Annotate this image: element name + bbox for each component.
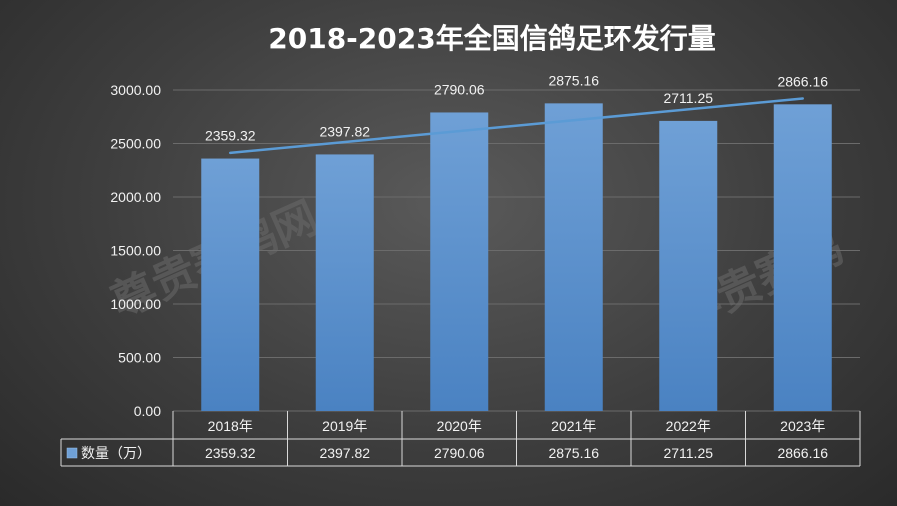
data-label: 2875.16 (548, 72, 599, 88)
legend-series-name: 数量（万） (81, 446, 151, 462)
bar (430, 112, 489, 412)
data-label: 2359.32 (205, 128, 256, 144)
x-tick-label: 2022年 (666, 418, 711, 434)
table-value-cell: 2397.82 (319, 445, 370, 461)
legend-swatch (66, 447, 78, 459)
data-label: 2711.25 (663, 90, 713, 106)
bar (544, 103, 603, 411)
table-value-cell: 2866.16 (777, 445, 828, 461)
y-tick-label: 0.00 (134, 403, 161, 419)
y-tick-label: 2000.00 (110, 189, 161, 205)
x-tick-label: 2023年 (780, 418, 825, 434)
trendline (229, 97, 804, 155)
chart-title: 2018-2023年全国信鸽足环发行量 (268, 22, 715, 55)
y-tick-label: 500.00 (118, 350, 161, 366)
bar (201, 158, 260, 411)
bar (315, 154, 374, 411)
table-value-cell: 2711.25 (663, 445, 713, 461)
gridlines (173, 89, 860, 412)
table-value-cell: 2359.32 (205, 445, 256, 461)
data-labels: 2359.32 2397.82 2790.06 2875.16 2711.25 2866.… (205, 72, 828, 143)
x-tick-label: 2021年 (551, 418, 596, 434)
bar (659, 120, 718, 412)
y-tick-label: 2500.00 (110, 136, 161, 152)
data-label: 2866.16 (777, 73, 828, 89)
y-tick-label: 1000.00 (110, 296, 161, 312)
bar (773, 104, 832, 412)
y-tick-label: 3000.00 (110, 82, 161, 98)
data-label: 2397.82 (319, 123, 370, 139)
data-label: 2790.06 (434, 81, 485, 97)
table-value-cell: 2875.16 (548, 445, 599, 461)
y-tick-label: 1500.00 (110, 243, 161, 259)
table-value-cell: 2790.06 (434, 445, 485, 461)
x-tick-label: 2019年 (322, 418, 367, 434)
x-tick-label: 2020年 (437, 418, 482, 434)
bars (201, 103, 832, 412)
x-tick-label: 2018年 (208, 418, 253, 434)
y-axis-tick-labels: 0.00 500.00 1000.00 1500.00 2000.00 2500.00 30… (110, 82, 161, 419)
trendline-line (229, 97, 804, 155)
